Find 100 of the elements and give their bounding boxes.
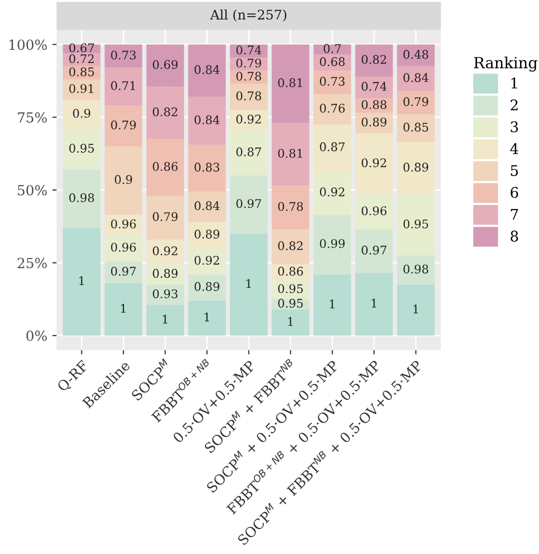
annotation: 0.68 xyxy=(320,57,345,66)
annotation: 0.95 xyxy=(403,219,428,228)
annotation: 0.81 xyxy=(278,78,302,88)
legend-label: 4 xyxy=(510,143,518,154)
annotation: 0.99 xyxy=(320,239,345,248)
annotation: 1 xyxy=(204,312,210,322)
annotation: 0.89 xyxy=(362,118,386,126)
y-tick-label: 100% xyxy=(10,39,47,50)
bar xyxy=(104,146,142,215)
annotation: 0.92 xyxy=(362,158,386,168)
annotation: 0.48 xyxy=(403,50,428,59)
annotation: 0.83 xyxy=(194,162,220,172)
annotation: 0.97 xyxy=(111,266,136,276)
bar xyxy=(146,44,184,87)
annotation: 0.87 xyxy=(320,142,345,152)
annotation: 0.86 xyxy=(152,162,178,171)
bar xyxy=(397,91,435,114)
annotation: 0.88 xyxy=(362,100,386,110)
bar xyxy=(188,96,226,145)
annotation: 0.81 xyxy=(278,148,302,158)
bar xyxy=(62,53,100,66)
annotation: 0.98 xyxy=(69,193,94,202)
bar xyxy=(188,144,226,192)
bar xyxy=(104,261,142,284)
annotation: 0.95 xyxy=(278,298,303,308)
annotation: 1 xyxy=(246,279,251,288)
annotation: 0.73 xyxy=(320,76,345,86)
bar xyxy=(146,139,184,196)
annotation: 0.92 xyxy=(236,114,261,124)
y-tick-label: 75% xyxy=(18,112,47,123)
annotation: 0.84 xyxy=(194,115,220,124)
bar xyxy=(355,272,393,336)
annotation: 0.84 xyxy=(194,65,220,74)
annotation: 0.82 xyxy=(152,107,178,116)
legend-label: 6 xyxy=(510,186,518,198)
bar xyxy=(355,229,393,273)
bar xyxy=(104,106,142,146)
legend-label: 8 xyxy=(510,230,518,242)
bar xyxy=(62,79,100,100)
annotation: 0.67 xyxy=(69,43,94,52)
legend-label: 5 xyxy=(510,165,518,176)
annotation: 0.71 xyxy=(111,81,135,90)
bar xyxy=(397,114,435,142)
bar xyxy=(272,123,310,186)
bar xyxy=(62,170,100,228)
annotation: 0.97 xyxy=(236,199,262,208)
annotation: 0.9 xyxy=(114,175,132,184)
annotation: 0.92 xyxy=(152,246,178,256)
bar xyxy=(146,86,184,140)
y-tick-label: 50% xyxy=(18,184,47,196)
annotation: 0.72 xyxy=(69,54,94,64)
bar xyxy=(355,112,393,134)
annotation: 0.97 xyxy=(362,246,386,255)
annotation: 0.92 xyxy=(194,256,219,265)
annotation: 0.89 xyxy=(403,162,428,172)
bar xyxy=(104,68,142,106)
bar xyxy=(146,196,184,240)
bar xyxy=(272,229,310,264)
bar xyxy=(230,234,268,336)
bar xyxy=(104,44,142,68)
annotation: 0.86 xyxy=(278,266,303,276)
annotation: 1 xyxy=(121,304,126,313)
bar xyxy=(272,186,310,230)
annotation: 0.85 xyxy=(69,67,94,76)
bar xyxy=(62,228,100,336)
annotation: 0.76 xyxy=(320,104,345,113)
bar xyxy=(188,44,226,97)
annotation: 0.92 xyxy=(320,187,344,196)
annotation: 1 xyxy=(79,276,84,285)
annotation: 0.96 xyxy=(111,242,136,252)
annotation: 0.74 xyxy=(236,46,262,54)
bar xyxy=(397,256,435,285)
bar xyxy=(313,94,352,125)
annotation: 0.74 xyxy=(362,82,387,91)
annotation: 0.78 xyxy=(236,72,262,81)
bar xyxy=(272,44,310,124)
bar xyxy=(104,283,142,336)
bar xyxy=(397,284,435,336)
annotation: 0.89 xyxy=(194,282,220,291)
legend-label: 3 xyxy=(510,121,518,132)
annotation: 0.85 xyxy=(403,122,428,132)
annotation: 0.82 xyxy=(362,54,386,64)
y-tick-label: 25% xyxy=(18,258,47,268)
annotation: 0.79 xyxy=(403,97,428,106)
legend-label: 1 xyxy=(511,78,517,88)
annotation: 0.69 xyxy=(152,60,178,69)
annotation: 0.79 xyxy=(236,58,262,68)
bar xyxy=(313,214,352,274)
bar xyxy=(230,175,268,234)
annotation: 0.82 xyxy=(278,241,303,250)
bar xyxy=(397,44,435,66)
annotation: 0.79 xyxy=(152,212,178,222)
annotation: 0.78 xyxy=(278,202,303,211)
annotation: 0.78 xyxy=(236,91,262,100)
annotation: 0.89 xyxy=(152,268,178,278)
bar xyxy=(230,70,268,84)
annotation: 0.87 xyxy=(236,147,262,156)
annotation: 0.96 xyxy=(362,206,386,216)
bar xyxy=(313,274,352,336)
annotation: 0.9 xyxy=(73,108,90,118)
